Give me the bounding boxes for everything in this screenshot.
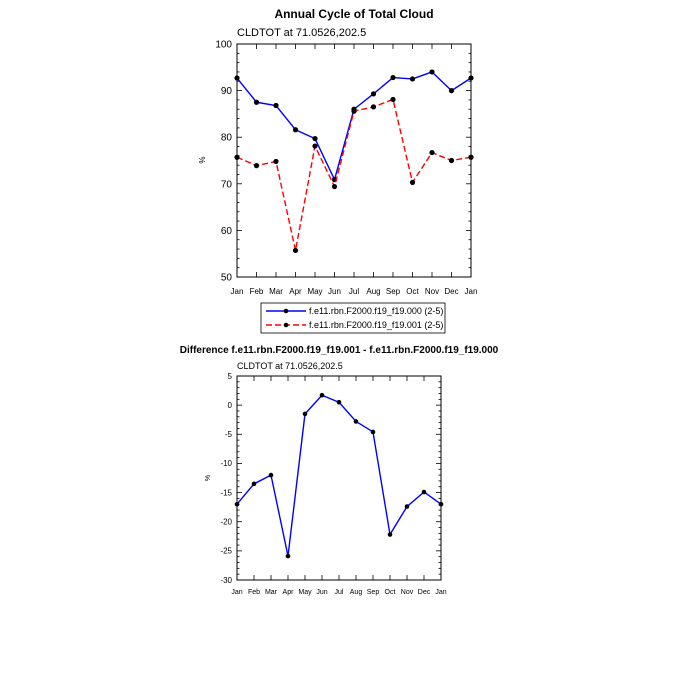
difference-series-group xyxy=(234,392,444,559)
difference-y-tick-label: -25 xyxy=(220,547,232,556)
cycle-series-2-point xyxy=(234,154,240,160)
cycle-y-tick-label: 50 xyxy=(221,273,233,284)
difference-x-tick-label: Jan xyxy=(435,589,446,596)
cycle-axes: 50 60 70 80 90 100 Jan Feb Mar Apr May Jun Jul Aug Sep… xyxy=(215,40,477,297)
difference-y-tick-label: 5 xyxy=(228,372,233,381)
cycle-series-2-point xyxy=(448,157,455,164)
cycle-x-tick-label: Sep xyxy=(386,287,401,296)
difference-y-tick-label: 0 xyxy=(228,401,233,410)
cycle-series-1-point xyxy=(292,127,299,133)
cycle-series-2-point xyxy=(390,96,396,103)
cycle-series-group xyxy=(234,69,474,254)
difference-x-tick-label: May xyxy=(298,589,312,596)
legend-label-series-2: f.e11.rbn.F2000.f19_f19.001 (2-5) xyxy=(309,320,443,330)
difference-series-1-point xyxy=(353,419,359,424)
difference-series-1-point xyxy=(336,399,342,405)
difference-series-1-point xyxy=(285,553,291,559)
legend-box xyxy=(260,302,446,334)
cycle-series-1-point xyxy=(370,91,377,97)
difference-x-tick-label: Sep xyxy=(367,589,380,596)
cycle-series-2-point xyxy=(331,183,338,190)
cycle-x-tick-label: Oct xyxy=(406,287,419,296)
difference-y-tick-label: -5 xyxy=(225,430,233,439)
cycle-x-tick-label: Jul xyxy=(349,287,359,296)
cycle-series-1-point xyxy=(253,99,260,105)
cycle-series-2-point xyxy=(429,149,435,156)
cycle-series-2-point xyxy=(273,158,279,165)
cycle-x-tick-label: May xyxy=(307,287,322,296)
difference-x-tick-label: Dec xyxy=(418,589,431,596)
difference-panel: Difference f.e11.rbn.F2000.f19_f19.001 -… xyxy=(180,345,499,596)
difference-y-tick-label: -10 xyxy=(220,459,232,468)
cycle-x-tick-label: Apr xyxy=(289,287,302,296)
difference-series-1-point xyxy=(234,501,240,507)
difference-x-tick-label: Jun xyxy=(316,589,327,596)
cycle-series-2-point xyxy=(253,163,260,169)
difference-axes: -30 -25 -20 -15 -10 -5 0 5 Jan Feb Mar Apr May Jun Jul… xyxy=(220,372,446,596)
cycle-series-2-point xyxy=(409,179,416,186)
cycle-series-2-point xyxy=(468,154,474,160)
difference-x-tick-label: Jul xyxy=(335,589,344,596)
cycle-y-tick-label: 90 xyxy=(221,86,233,97)
cycle-series-2-point xyxy=(312,143,318,149)
cycle-subtitle: CLDTOT at 71.0526,202.5 xyxy=(237,27,366,39)
difference-series-1-point xyxy=(302,411,308,417)
cycle-series-2-point xyxy=(370,104,377,110)
difference-y-tick-label: -30 xyxy=(220,576,232,585)
cycle-x-tick-label: Aug xyxy=(366,287,380,296)
difference-series-1-point xyxy=(268,472,274,478)
difference-series-1-point xyxy=(370,429,376,435)
difference-x-tick-label: Mar xyxy=(265,589,278,596)
cycle-panel: Annual Cycle of Total Cloud CLDTOT at 71… xyxy=(198,7,477,296)
cycle-series-1-point xyxy=(273,102,279,109)
cycle-y-tick-label: 80 xyxy=(221,133,233,144)
difference-series-1-point xyxy=(438,501,444,507)
legend: f.e11.rbn.F2000.f19_f19.000 (2-5) f.e11.… xyxy=(260,302,446,334)
difference-x-tick-label: Oct xyxy=(385,589,396,596)
difference-x-tick-label: Nov xyxy=(401,589,414,596)
cycle-series-1-point xyxy=(409,76,416,82)
difference-series-1-point xyxy=(421,489,427,495)
cycle-series-1-point xyxy=(312,135,318,142)
cycle-x-tick-label: Mar xyxy=(269,287,283,296)
cycle-series-1-point xyxy=(390,74,396,81)
difference-series-1-point xyxy=(251,481,257,487)
cycle-y-tick-label: 70 xyxy=(221,179,233,190)
legend-marker-series-2 xyxy=(283,322,289,328)
cycle-series-2-point xyxy=(292,247,299,254)
cycle-x-tick-label: Dec xyxy=(444,287,458,296)
cycle-y-tick-label: 60 xyxy=(221,226,233,237)
cycle-series-1-point xyxy=(468,75,474,81)
cycle-x-tick-label: Jan xyxy=(231,287,244,296)
cycle-series-1-point xyxy=(234,75,240,81)
difference-x-tick-label: Feb xyxy=(248,589,260,596)
cycle-series-2-point xyxy=(351,108,357,114)
difference-series-1-point xyxy=(387,532,393,537)
cycle-series-1-point xyxy=(429,69,435,75)
difference-series-1-point xyxy=(404,504,410,509)
difference-x-tick-label: Aug xyxy=(350,589,363,596)
difference-y-axis-label: % xyxy=(205,475,212,481)
difference-x-tick-label: Apr xyxy=(283,589,295,596)
legend-marker-series-1 xyxy=(283,308,289,314)
cycle-y-tick-label: 100 xyxy=(215,40,232,51)
cycle-x-tick-label: Jan xyxy=(465,287,478,296)
cycle-y-axis-label: % xyxy=(198,156,207,163)
difference-subtitle: CLDTOT at 71.0526,202.5 xyxy=(237,361,343,371)
difference-series-1-point xyxy=(319,392,325,398)
difference-title: Difference f.e11.rbn.F2000.f19_f19.001 -… xyxy=(180,345,499,356)
cycle-series-1-point xyxy=(448,88,455,94)
cycle-x-tick-label: Jun xyxy=(328,287,341,296)
cycle-x-tick-label: Nov xyxy=(425,287,439,296)
legend-label-series-1: f.e11.rbn.F2000.f19_f19.000 (2-5) xyxy=(309,306,443,316)
difference-y-tick-label: -15 xyxy=(220,488,232,497)
cycle-title: Annual Cycle of Total Cloud xyxy=(274,7,433,21)
cycle-x-tick-label: Feb xyxy=(250,287,264,296)
difference-y-tick-label: -20 xyxy=(220,518,232,527)
difference-x-tick-label: Jan xyxy=(231,589,242,596)
